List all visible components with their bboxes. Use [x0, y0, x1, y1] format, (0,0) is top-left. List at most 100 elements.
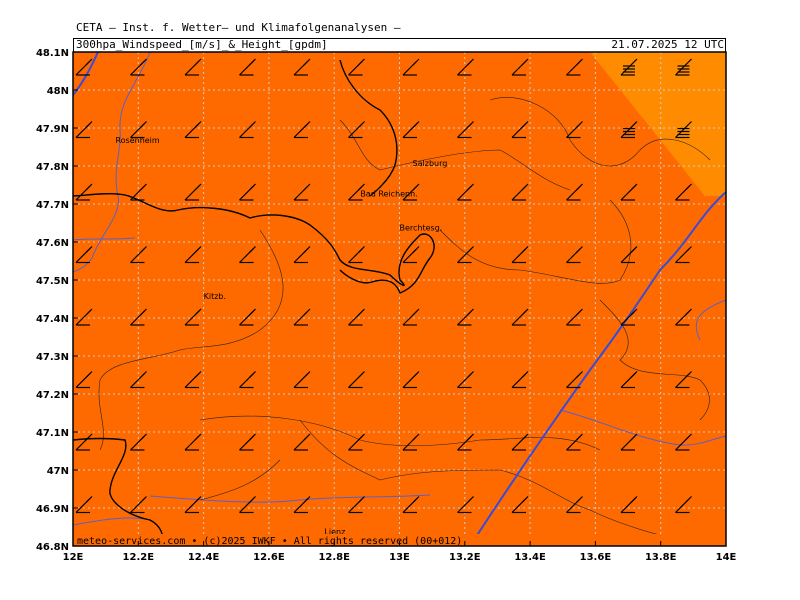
lat-tick-label: 46.8N: [36, 542, 69, 553]
wind-barb: [348, 308, 365, 326]
wind-barb: [457, 121, 474, 139]
city-label: Rosenheim: [115, 136, 159, 145]
wind-barb: [293, 308, 311, 326]
wind-barb: [75, 121, 93, 139]
wind-barb: [402, 496, 420, 514]
wind-barb: [675, 58, 692, 76]
lat-tick-label: 47.5N: [36, 276, 69, 287]
wind-barb: [348, 246, 365, 264]
wind-barb: [184, 183, 202, 201]
wind-barb: [620, 183, 638, 201]
wind-barb: [511, 308, 529, 326]
wind-barb: [620, 246, 638, 264]
wind-barb: [675, 121, 692, 139]
lon-tick-label: 13.2E: [449, 552, 481, 563]
wind-barb: [239, 121, 256, 139]
wind-barb: [293, 121, 311, 139]
footer-credit: meteo-services.com • (c)2025 IWKF • All …: [77, 536, 462, 547]
regional-boundaries: [98, 97, 711, 536]
wind-barb: [184, 121, 202, 139]
wind-barb: [130, 246, 147, 264]
wind-band-high: [590, 52, 726, 196]
wind-barb: [75, 246, 93, 264]
lon-tick-label: 13.8E: [645, 552, 677, 563]
wind-barb: [675, 433, 692, 451]
wind-barb: [348, 371, 365, 389]
wind-barb: [130, 121, 147, 139]
wind-barb: [130, 496, 147, 514]
wind-barb: [293, 246, 311, 264]
wind-barb: [184, 496, 202, 514]
wind-barb: [457, 496, 474, 514]
wind-barb: [457, 246, 474, 264]
city-labels: Rosenheim Salzburg Bad Reichenh. Berchtesg.…: [115, 136, 447, 536]
lat-tick-label: 47.8N: [36, 162, 69, 173]
wind-barb: [566, 121, 583, 139]
wind-barb: [184, 58, 202, 76]
wind-barb: [566, 371, 583, 389]
wind-barb: [239, 371, 256, 389]
lat-tick-label: 48N: [47, 86, 69, 97]
lon-tick-label: 13.4E: [514, 552, 546, 563]
lat-tick-label: 47.7N: [36, 200, 69, 211]
lat-tick-label: 47.3N: [36, 352, 69, 363]
wind-barb: [239, 433, 256, 451]
height-contours: [73, 52, 726, 546]
wind-barb: [130, 433, 147, 451]
wind-barb: [239, 308, 256, 326]
wind-barb: [293, 433, 311, 451]
wind-barb: [75, 433, 93, 451]
wind-barb: [675, 308, 692, 326]
lon-tick-label: 12.8E: [318, 552, 350, 563]
city-label: Bad Reichenh.: [360, 189, 417, 198]
city-label: Berchtesg.: [400, 224, 443, 233]
wind-barb: [566, 183, 583, 201]
valid-time: 21.07.2025 12 UTC: [611, 38, 724, 51]
wind-barb: [348, 121, 365, 139]
lon-tick-label: 12.2E: [123, 552, 155, 563]
wind-barb: [130, 183, 147, 201]
wind-barb: [511, 183, 529, 201]
wind-barb: [511, 496, 529, 514]
title-frame: [73, 38, 726, 52]
wind-barb: [348, 496, 365, 514]
wind-barb: [293, 496, 311, 514]
wind-barb: [75, 183, 93, 201]
organization-title: CETA — Inst. f. Wetter— und Klimafolgena…: [76, 21, 401, 34]
city-label: Salzburg: [413, 159, 448, 168]
lon-tick-label: 14E: [716, 552, 737, 563]
wind-barb: [402, 308, 420, 326]
wind-barb: [620, 121, 638, 139]
wind-barb: [566, 246, 583, 264]
wind-barb: [184, 308, 202, 326]
wind-barb: [675, 183, 692, 201]
lat-tick-label: 47N: [47, 466, 69, 477]
wind-barb: [348, 58, 365, 76]
wind-barb: [511, 246, 529, 264]
wind-barb: [457, 433, 474, 451]
lat-tick-label: 47.9N: [36, 124, 69, 135]
wind-barb: [293, 58, 311, 76]
lon-tick-label: 12.4E: [188, 552, 220, 563]
field-title: 300hpa_Windspeed_[m/s]_&_Height_[gpdm]: [76, 38, 328, 51]
wind-barb: [75, 308, 93, 326]
wind-barb: [402, 183, 420, 201]
wind-barb: [675, 246, 692, 264]
wind-barb: [566, 433, 583, 451]
lon-tick-label: 12E: [63, 552, 84, 563]
lat-tick-label: 47.1N: [36, 428, 69, 439]
city-label: Lienz: [324, 528, 345, 537]
wind-barb: [620, 371, 638, 389]
wind-barb: [457, 58, 474, 76]
wind-barb: [402, 58, 420, 76]
wind-barb: [675, 371, 692, 389]
wind-barb: [402, 121, 420, 139]
lat-tick-label: 47.2N: [36, 390, 69, 401]
wind-barb: [566, 496, 583, 514]
wind-barb: [184, 371, 202, 389]
lon-tick-label: 13E: [389, 552, 410, 563]
wind-barb: [130, 371, 147, 389]
lon-tick-label: 12.6E: [253, 552, 285, 563]
wind-barb: [566, 308, 583, 326]
wind-barbs: [75, 58, 692, 514]
